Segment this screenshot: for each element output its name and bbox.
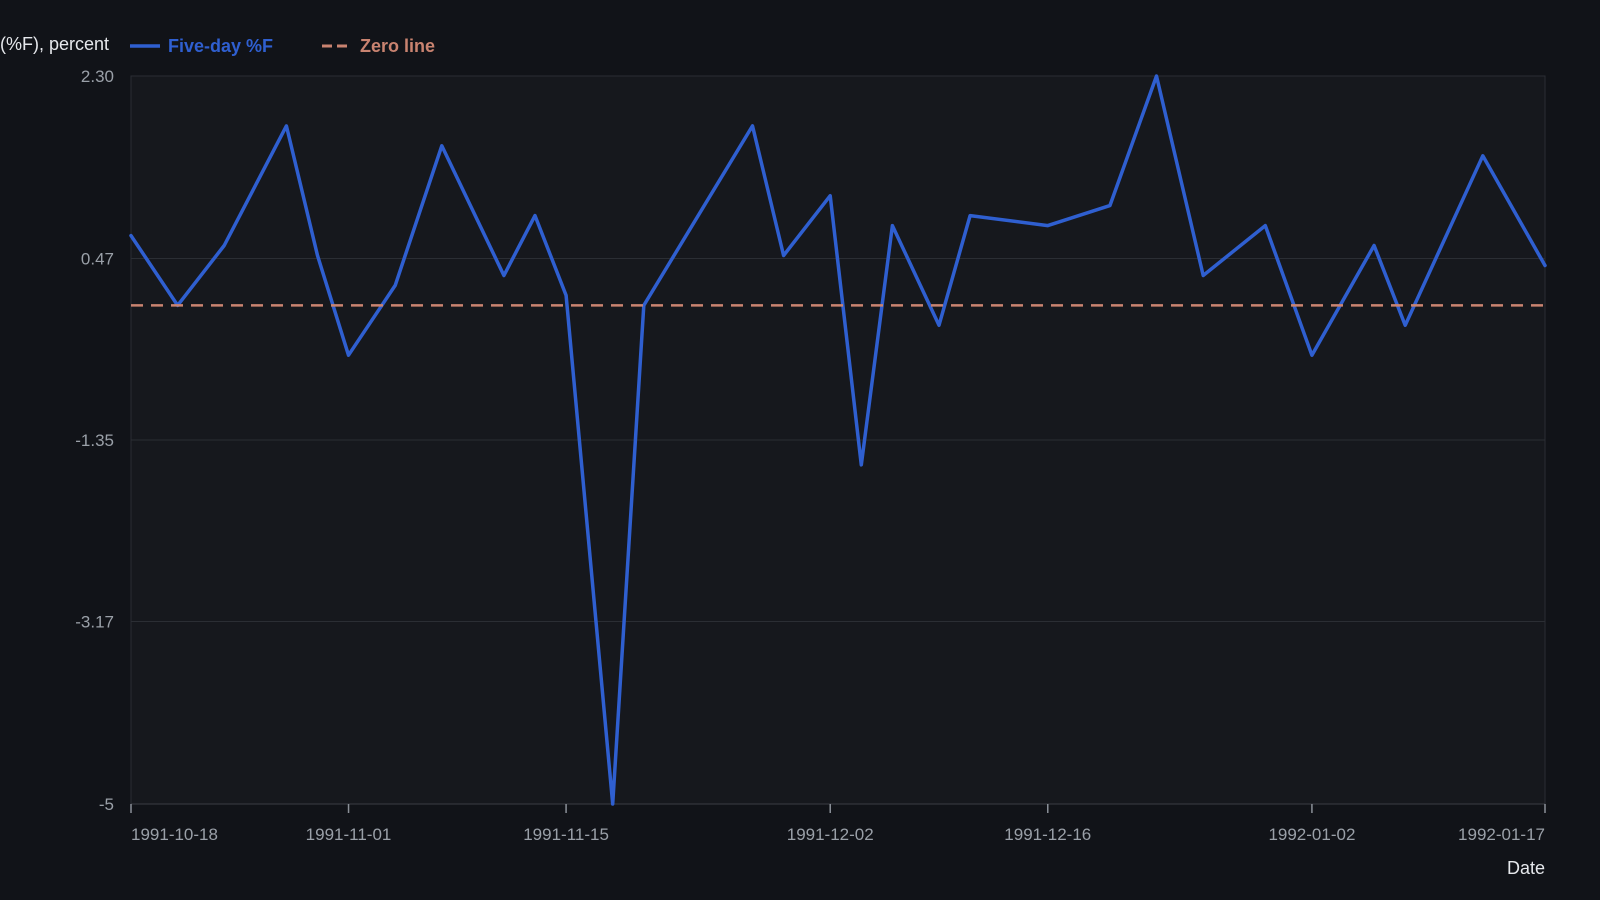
y-tick-label: 0.47 <box>81 249 114 268</box>
x-tick-label: 1991-12-16 <box>1004 825 1091 844</box>
series-line-five-day <box>129 74 1547 806</box>
y-tick-label: -5 <box>99 795 114 814</box>
legend-label: Zero line <box>360 36 435 56</box>
y-axis-ticks: 2.30 0.47 -1.35 -3.17 -5 <box>75 67 114 814</box>
x-tick-label: 1991-10-18 <box>131 825 218 844</box>
x-tick-label: 1991-12-02 <box>787 825 874 844</box>
legend-label: Five-day %F <box>168 36 273 56</box>
y-axis-label: (%F), percent <box>0 34 109 54</box>
x-tick-label: 1992-01-17 <box>1458 825 1545 844</box>
x-tick-label: 1991-11-15 <box>523 825 609 844</box>
y-tick-label: -1.35 <box>75 431 114 450</box>
legend: Five-day %F Zero line <box>130 36 435 56</box>
x-tick-label: 1991-11-01 <box>306 825 392 844</box>
series-group <box>129 74 1547 806</box>
x-axis-label: Date <box>1507 858 1545 878</box>
y-tick-label: 2.30 <box>81 67 114 86</box>
x-tick-label: 1992-01-02 <box>1268 825 1355 844</box>
y-tick-label: -3.17 <box>75 613 114 632</box>
x-axis: 1991-10-18 1991-11-01 1991-11-15 1991-12-02… <box>130 803 1546 844</box>
